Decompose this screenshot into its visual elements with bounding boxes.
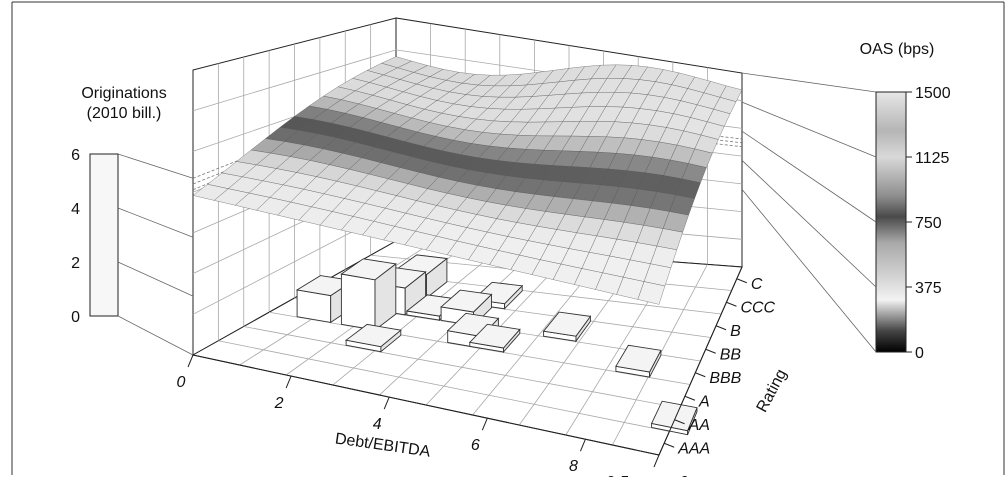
rating-tick-mark <box>715 325 727 331</box>
x-tick-mark <box>579 439 586 452</box>
surface-cell <box>637 281 666 305</box>
bar-top <box>440 289 493 313</box>
front-edge <box>192 354 660 456</box>
bar-top <box>650 400 698 432</box>
left-axis-leaders <box>117 153 194 356</box>
colorbar-tick-label: 0 <box>915 345 924 362</box>
x-tick-label: 4 <box>373 416 382 433</box>
right-edge <box>658 266 743 456</box>
colorbar-leader-line <box>741 72 877 93</box>
colorbar-leader-line <box>741 189 877 353</box>
rating-tick-mark <box>674 419 685 425</box>
left-tick-label: 6 <box>71 147 80 164</box>
bar-top <box>542 311 592 337</box>
rating-tick-label: BB <box>720 346 742 363</box>
x-tick-mark <box>187 354 194 368</box>
left-axis-bar <box>89 153 119 317</box>
x-axis-ticks: 0 2 4 6 8 9.5>= or <0 <box>177 354 688 477</box>
left-axis-label-line1: Originations <box>81 85 166 102</box>
left-leader-line <box>117 153 194 179</box>
rating-tick-label: AAA <box>677 440 710 457</box>
left-leader-line <box>117 261 194 297</box>
rating-tick-label: A <box>698 393 710 410</box>
rating-tick-label: AA <box>688 417 710 434</box>
bar-top <box>345 323 402 348</box>
colorbar-leader-line <box>741 160 877 288</box>
x-tick-label: 2 <box>274 395 284 412</box>
colorbar-label: OAS (bps) <box>860 41 935 58</box>
colorbar-leaders <box>741 72 877 353</box>
x-tick-mark <box>383 396 390 410</box>
origination-bars <box>295 254 698 436</box>
x-tick-label: 9.5>= or <0 <box>606 474 688 477</box>
floor-grid-rating <box>243 326 680 409</box>
left-leader-line <box>117 315 194 356</box>
box-edges <box>192 266 743 456</box>
rating-tick-mark <box>695 372 706 378</box>
rating-tick-mark <box>736 278 747 284</box>
colorbar-leader-line <box>741 130 877 223</box>
left-axis-ticks: 0 2 4 6 <box>71 147 80 326</box>
x-tick-label: 0 <box>177 374 186 391</box>
rating-tick-mark <box>705 348 716 354</box>
colorbar-tick-label: 750 <box>915 215 942 232</box>
x-axis-label: Debt/EBITDA <box>334 430 432 460</box>
x-tick-label: 6 <box>471 437 480 454</box>
rating-tick-mark <box>726 301 737 307</box>
x-tick-mark <box>653 454 660 468</box>
left-axis-label-line2: (2010 bill.) <box>87 105 162 122</box>
bar-top <box>615 344 662 373</box>
colorbar-tick-label: 1125 <box>915 150 950 167</box>
colorbar-leader-line <box>741 101 877 158</box>
colorbar <box>875 91 907 353</box>
colorbar-tick-label: 375 <box>915 280 942 297</box>
x-tick-label: 8 <box>569 458 578 475</box>
left-leader-line <box>117 207 194 238</box>
left-tick-label: 0 <box>71 309 80 326</box>
left-tick-label: 4 <box>71 201 80 218</box>
x-tick-mark <box>285 375 292 389</box>
rating-axis-label: Rating <box>754 366 791 415</box>
rating-tick-mark <box>664 442 675 448</box>
rating-tick-label: CCC <box>740 299 775 316</box>
rating-tick-label: BBB <box>709 370 741 387</box>
colorbar-ticks: 0 375 750 1125 1500 <box>906 85 951 362</box>
x-tick-mark <box>481 417 488 431</box>
oas-surface <box>192 56 743 305</box>
rating-tick-label: B <box>730 323 741 340</box>
floor-grid-rating <box>218 340 670 432</box>
bar-top <box>340 258 397 281</box>
bar-front <box>340 273 376 331</box>
bar-top <box>468 323 521 349</box>
rating-tick-mark <box>684 395 696 401</box>
rating-tick-label: C <box>751 276 763 293</box>
left-tick-label: 2 <box>71 255 80 272</box>
colorbar-tick-label: 1500 <box>915 85 951 102</box>
